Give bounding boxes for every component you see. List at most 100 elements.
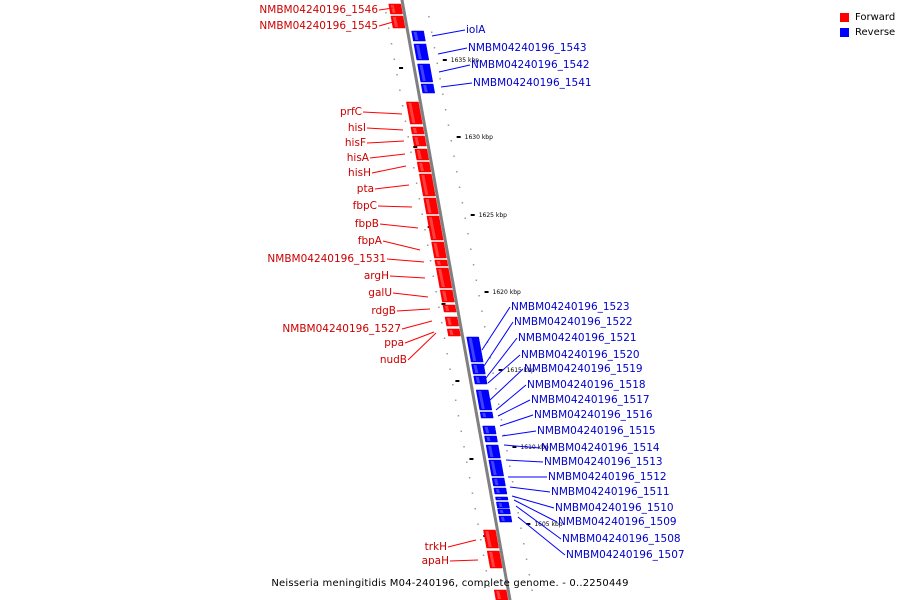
guide-dot — [453, 155, 455, 157]
forward-gene-block-9 — [426, 215, 444, 241]
forward-leader-line — [378, 7, 394, 11]
guide-dot — [433, 47, 436, 49]
forward-gene-block-9-shade — [428, 217, 437, 239]
forward-leader-line — [369, 153, 406, 159]
reverse-leader-line — [499, 414, 534, 427]
forward-gene-block-8-shade — [425, 199, 432, 213]
reverse-gene-block-13-shade — [494, 479, 499, 485]
forward-gene-block-12 — [435, 267, 453, 289]
forward-gene-block-7-shade — [421, 175, 429, 195]
minor-tick — [413, 146, 418, 148]
reverse-gene-label: NMBM04240196_1543 — [468, 42, 587, 54]
forward-leader-line — [366, 140, 405, 144]
caption-range: - 0..2250449 — [558, 578, 629, 589]
forward-gene-block-16 — [446, 328, 461, 337]
minor-tick — [441, 303, 446, 305]
guide-dot — [509, 465, 511, 467]
forward-gene-label: NMBM04240196_1527 — [282, 323, 401, 335]
reverse-gene-label: NMBM04240196_1519 — [524, 363, 643, 375]
reverse-gene-label: NMBM04240196_1542 — [471, 59, 590, 71]
forward-gene-label: hisH — [348, 167, 371, 179]
forward-gene-block-0 — [388, 3, 403, 15]
forward-leader-line — [362, 111, 403, 115]
reverse-gene-block-14-shade — [495, 489, 500, 493]
guide-dot — [457, 415, 460, 417]
guide-dot — [443, 337, 446, 339]
forward-gene-label: fbpC — [353, 200, 377, 212]
forward-gene-block-4-shade — [414, 137, 420, 145]
kbp-tick-label: 1620 kbp — [493, 289, 521, 296]
reverse-gene-label: NMBM04240196_1510 — [555, 502, 674, 514]
reverse-gene-label: NMBM04240196_1517 — [531, 394, 650, 406]
minor-tick — [455, 380, 460, 382]
guide-dot — [471, 492, 474, 494]
reverse-gene-block-18-shade — [500, 517, 505, 521]
forward-leader-line — [389, 275, 426, 279]
caption-title: Neisseria meningitidis M04-240196, compl… — [271, 578, 559, 589]
reverse-gene-block-4-shade — [468, 338, 477, 361]
kbp-tick — [442, 59, 447, 61]
reverse-gene-label: NMBM04240196_1515 — [537, 425, 656, 437]
reverse-gene-block-4 — [466, 336, 484, 363]
legend-forward: Forward — [840, 10, 895, 25]
guide-dot — [517, 512, 519, 514]
forward-gene-block-5 — [414, 148, 430, 161]
guide-dot — [390, 43, 393, 45]
forward-leader-line — [392, 292, 429, 298]
reverse-leader-line — [440, 82, 473, 88]
forward-gene-block-13-shade — [442, 291, 448, 301]
kbp-tick — [470, 214, 475, 216]
forward-gene-block-15-shade — [447, 318, 452, 325]
forward-gene-block-16-shade — [449, 330, 454, 335]
legend-forward-label: Forward — [855, 12, 896, 23]
reverse-gene-label: NMBM04240196_1516 — [534, 409, 653, 421]
kbp-tick-label: 1630 kbp — [465, 134, 493, 141]
guide-dot — [447, 124, 450, 126]
reverse-leader-line — [505, 459, 544, 463]
reverse-gene-block-11-shade — [488, 446, 494, 457]
reverse-gene-block-8-shade — [482, 413, 487, 417]
forward-gene-block-18 — [486, 550, 503, 569]
guide-dot — [442, 93, 444, 95]
forward-gene-block-11 — [434, 259, 449, 267]
reverse-gene-block-0-shade — [413, 32, 419, 40]
minor-tick — [399, 67, 404, 69]
kbp-tick-label: 1625 kbp — [479, 212, 507, 219]
guide-dot — [478, 295, 480, 297]
forward-gene-label: rdgB — [371, 305, 396, 317]
guide-dot — [531, 589, 533, 591]
reverse-leader-line — [503, 444, 541, 449]
forward-gene-block-15 — [444, 316, 459, 327]
kbp-tick — [456, 136, 461, 138]
reverse-leader-line — [509, 486, 551, 493]
forward-leader-line — [407, 332, 437, 361]
guide-dot — [435, 291, 437, 293]
reverse-swatch — [840, 28, 849, 37]
guide-dot — [488, 585, 490, 587]
forward-gene-label: hisF — [345, 137, 366, 149]
guide-dot — [480, 539, 482, 541]
guide-dot — [410, 151, 412, 153]
forward-gene-label: ppa — [384, 337, 404, 349]
reverse-leader-line — [515, 505, 562, 540]
guide-dot — [482, 554, 485, 556]
reverse-leader-line — [481, 306, 511, 351]
guide-dot — [460, 430, 462, 432]
legend: Forward Reverse — [840, 10, 895, 40]
guide-dot — [500, 419, 503, 421]
reverse-gene-label: NMBM04240196_1523 — [511, 301, 630, 313]
reverse-gene-label: NMBM04240196_1518 — [527, 379, 646, 391]
forward-leader-line — [382, 240, 421, 251]
forward-leader-line — [401, 320, 433, 330]
forward-gene-block-2 — [406, 101, 423, 125]
guide-dot — [430, 31, 433, 33]
forward-gene-label: prfC — [340, 106, 362, 118]
forward-gene-label: pta — [357, 183, 374, 195]
guide-dot — [429, 260, 432, 262]
reverse-gene-block-15-shade — [497, 498, 501, 499]
guide-dot — [449, 368, 451, 370]
reverse-gene-block-17-shade — [499, 510, 504, 513]
reverse-leader-line — [431, 29, 466, 37]
guide-dot — [399, 89, 401, 91]
legend-reverse-label: Reverse — [855, 27, 896, 38]
